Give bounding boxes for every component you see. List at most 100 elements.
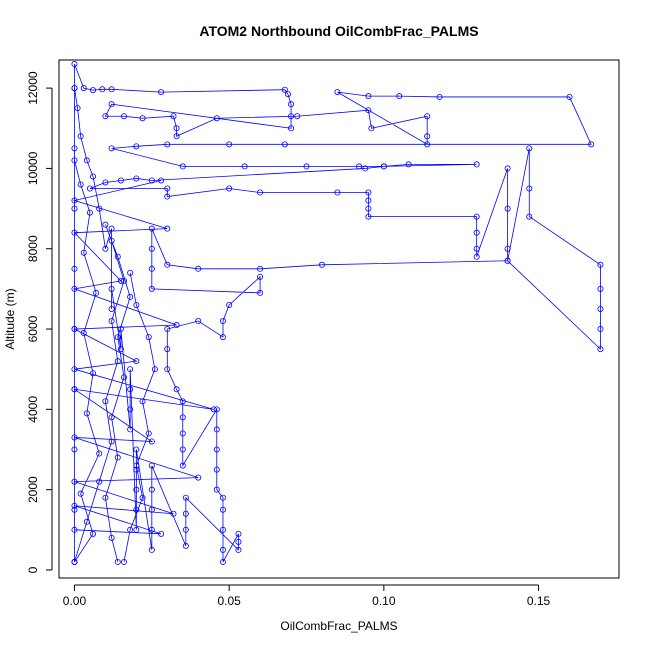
plot-area — [71, 61, 604, 565]
data-point — [182, 542, 189, 549]
data-point — [158, 89, 165, 96]
data-point — [80, 85, 87, 92]
data-point — [117, 346, 124, 353]
data-point — [71, 502, 78, 509]
data-point — [288, 113, 295, 120]
data-point — [288, 125, 295, 132]
data-point — [365, 213, 372, 220]
y-tick-label: 0 — [26, 566, 40, 573]
plot-frame — [58, 59, 620, 579]
data-point — [133, 486, 140, 493]
data-point — [71, 366, 78, 373]
data-point — [71, 506, 78, 513]
data-point — [148, 285, 155, 292]
y-tick-label: 8000 — [26, 235, 40, 262]
y-axis-label: Altitude (m) — [3, 288, 17, 349]
data-point — [114, 334, 121, 341]
data-point — [133, 175, 140, 182]
data-point — [210, 406, 217, 413]
data-point — [114, 454, 121, 461]
data-point — [71, 526, 78, 533]
data-point — [120, 374, 127, 381]
data-point — [597, 326, 604, 333]
data-point — [86, 185, 93, 192]
data-point — [80, 249, 87, 256]
data-point — [526, 213, 533, 220]
data-point — [158, 177, 165, 184]
data-point — [102, 113, 109, 120]
data-point — [365, 205, 372, 212]
data-point — [526, 145, 533, 152]
data-point — [284, 91, 291, 98]
data-point — [71, 205, 78, 212]
data-point — [588, 141, 595, 148]
data-point — [71, 229, 78, 236]
data-point — [148, 546, 155, 553]
series-3 — [71, 157, 103, 565]
y-tick-label: 2000 — [26, 476, 40, 503]
data-point — [164, 261, 171, 268]
data-point — [235, 546, 242, 553]
data-point — [117, 277, 124, 284]
data-point — [504, 257, 511, 264]
data-point — [405, 161, 412, 168]
y-tick-label: 12000 — [26, 71, 40, 105]
data-point — [133, 446, 140, 453]
data-point — [473, 245, 480, 252]
data-point — [71, 326, 78, 333]
data-point — [102, 494, 109, 501]
data-point — [108, 438, 115, 445]
series-2 — [71, 221, 134, 565]
data-point — [139, 494, 146, 501]
data-point — [473, 229, 480, 236]
data-point — [226, 301, 233, 308]
data-point — [164, 366, 171, 373]
y-tick-label: 6000 — [26, 315, 40, 342]
data-point — [83, 157, 90, 164]
data-point — [303, 163, 310, 170]
data-point — [597, 261, 604, 268]
data-point — [133, 358, 140, 365]
data-point — [173, 133, 180, 140]
data-point — [288, 101, 295, 108]
data-point — [219, 318, 226, 325]
data-point — [365, 93, 372, 100]
data-point — [365, 107, 372, 114]
data-point — [219, 494, 226, 501]
data-point — [86, 209, 93, 216]
data-point — [195, 474, 202, 481]
y-tick-label: 10000 — [26, 151, 40, 185]
x-tick-label: 0.05 — [217, 594, 241, 608]
data-point — [179, 446, 186, 453]
data-point — [148, 486, 155, 493]
data-point — [235, 538, 242, 545]
data-point — [164, 185, 171, 192]
data-point — [195, 265, 202, 272]
x-tick-label: 0.00 — [63, 594, 87, 608]
data-point — [158, 530, 165, 537]
series-line — [74, 160, 100, 563]
data-point — [219, 558, 226, 565]
data-point — [93, 289, 100, 296]
data-point — [90, 370, 97, 377]
data-point — [173, 386, 180, 393]
data-point — [102, 398, 109, 405]
series-line — [123, 272, 156, 563]
data-point — [164, 225, 171, 232]
data-point — [90, 530, 97, 537]
data-point — [127, 269, 134, 276]
data-point — [170, 113, 177, 120]
y-tick-label: 4000 — [26, 396, 40, 423]
data-point — [145, 430, 152, 437]
data-point — [597, 285, 604, 292]
data-point — [71, 434, 78, 441]
data-point — [71, 85, 78, 92]
data-point — [133, 506, 140, 513]
data-point — [504, 245, 511, 252]
data-point — [90, 173, 97, 180]
data-point — [77, 490, 84, 497]
data-point — [213, 406, 220, 413]
data-point — [436, 93, 443, 100]
data-point — [71, 478, 78, 485]
data-point — [71, 157, 78, 164]
